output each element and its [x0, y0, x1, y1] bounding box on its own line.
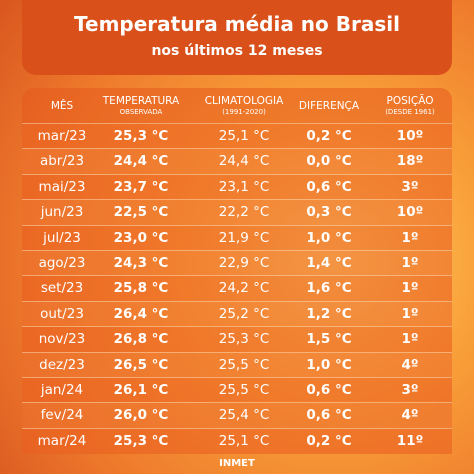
table-cell: set/23 — [40, 280, 84, 297]
table-cell: 1,2 °C — [306, 305, 352, 322]
table-row: set/23 25,8 °C 24,2 °C 1,6 °C 1º — [22, 275, 452, 302]
table-cell: 22,2 °C — [218, 204, 270, 221]
table-cell: mai/23 — [38, 178, 86, 195]
table-row: jul/23 23,0 °C 21,9 °C 1,0 °C 1º — [22, 224, 452, 251]
table-cell: 11º — [396, 432, 424, 449]
table-cell: 3º — [401, 382, 419, 398]
table-cell: 10º — [396, 128, 424, 144]
table-cell: 1,0 °C — [306, 229, 352, 246]
table-cell: 3º — [401, 178, 419, 195]
table-cell: 0,6 °C — [306, 178, 352, 195]
table-cell: 1º — [401, 305, 419, 322]
title-box: Temperatura média no Brasil nos últimos … — [22, 0, 452, 75]
table-cell: 1º — [401, 229, 419, 246]
table-row: fev/24 26,0 °C 25,4 °C 0,6 °C 4º — [22, 402, 452, 429]
table-cell: 24,4 °C — [113, 153, 169, 170]
table-cell: mar/23 — [37, 128, 87, 144]
column-header: CLIMATOLOGIA (1991-2020) — [184, 96, 304, 118]
header-line: POSIÇÃO — [386, 95, 434, 107]
table-cell: 26,8 °C — [113, 331, 169, 348]
table-cell: fev/24 — [40, 407, 84, 424]
table-cell: 24,3 °C — [113, 255, 169, 271]
table-cell: jan/24 — [40, 382, 84, 398]
table-cell: 1,4 °C — [306, 255, 352, 271]
table-cell: 4º — [401, 407, 419, 424]
table-cell: 25,2 °C — [218, 305, 270, 322]
header-line: (DESDE 1961) — [385, 108, 435, 116]
header-line: (1991-2020) — [222, 108, 266, 116]
table-cell: 22,9 °C — [218, 255, 270, 271]
table-cell: nov/23 — [38, 331, 86, 348]
table-cell: out/23 — [40, 305, 84, 322]
table-cell: 1º — [401, 331, 419, 348]
table-cell: 1º — [401, 255, 419, 271]
table-cell: 1,5 °C — [306, 331, 352, 348]
table-cell: 0,3 °C — [306, 204, 352, 221]
table-cell: mar/24 — [37, 432, 87, 449]
table-cell: 0,0 °C — [306, 153, 352, 170]
table-cell: 0,2 °C — [306, 432, 352, 449]
table-cell: 4º — [401, 356, 419, 373]
header-line: DIFERENÇA — [298, 100, 360, 112]
table-cell: 25,5 °C — [218, 356, 270, 373]
table-row: nov/23 26,8 °C 25,3 °C 1,5 °C 1º — [22, 326, 452, 353]
table-cell: 23,1 °C — [218, 178, 270, 195]
table-cell: abr/23 — [39, 153, 85, 170]
header-line: MÊS — [50, 100, 74, 112]
table-row: mar/23 25,3 °C 25,1 °C 0,2 °C 10º — [22, 123, 452, 150]
table-row: jun/23 22,5 °C 22,2 °C 0,3 °C 10º — [22, 199, 452, 226]
table-row: jan/24 26,1 °C 25,5 °C 0,6 °C 3º — [22, 377, 452, 404]
column-header: MÊS — [2, 101, 122, 112]
table-cell: 25,3 °C — [218, 331, 270, 348]
table-row: mar/24 25,3 °C 25,1 °C 0,2 °C 11º — [22, 427, 452, 455]
table-cell: dez/23 — [39, 356, 85, 373]
table-cell: 26,0 °C — [113, 407, 169, 424]
table-cell: 26,4 °C — [113, 305, 169, 322]
table-row: dez/23 26,5 °C 25,5 °C 1,0 °C 4º — [22, 351, 452, 378]
footer: INMET — [219, 458, 255, 469]
table: MÊS TEMPERATURA OBSERVADA CLIMATOLOGIA (1991… — [22, 88, 452, 455]
table-cell: 23,7 °C — [113, 178, 169, 195]
title: Temperatura média no Brasil — [74, 12, 400, 36]
table-cell: 21,9 °C — [218, 229, 270, 246]
table-row: ago/23 24,3 °C 22,9 °C 1,4 °C 1º — [22, 250, 452, 277]
table-cell: ago/23 — [38, 255, 86, 271]
header-line: TEMPERATURA — [102, 95, 180, 107]
table-cell: 1,6 °C — [306, 280, 352, 297]
table-cell: 25,4 °C — [218, 407, 270, 424]
table-cell: 24,2 °C — [218, 280, 270, 297]
table-cell: 18º — [396, 153, 424, 170]
column-header: POSIÇÃO (DESDE 1961) — [350, 96, 470, 118]
table-cell: 1º — [401, 280, 419, 297]
header-line: CLIMATOLOGIA — [204, 95, 284, 107]
table-cell: jun/23 — [40, 204, 84, 221]
table-cell: 25,1 °C — [218, 128, 270, 144]
table-cell: 0,2 °C — [306, 128, 352, 144]
table-cell: 1,0 °C — [306, 356, 352, 373]
header-line: OBSERVADA — [119, 108, 163, 116]
table-cell: 25,1 °C — [218, 432, 270, 449]
table-cell: 25,5 °C — [218, 382, 270, 398]
table-row: mai/23 23,7 °C 23,1 °C 0,6 °C 3º — [22, 173, 452, 201]
table-cell: 26,5 °C — [113, 356, 169, 373]
table-cell: 23,0 °C — [113, 229, 169, 246]
table-cell: jul/23 — [43, 229, 81, 246]
table-cell: 22,5 °C — [113, 204, 169, 221]
table-cell: 10º — [396, 204, 424, 221]
table-cell: 0,6 °C — [306, 382, 352, 398]
table-cell: 24,4 °C — [218, 153, 270, 170]
table-cell: 0,6 °C — [306, 407, 352, 424]
table-row: out/23 26,4 °C 25,2 °C 1,2 °C 1º — [22, 300, 452, 328]
subtitle: nos últimos 12 meses — [151, 43, 323, 59]
table-cell: 26,1 °C — [113, 382, 169, 398]
table-cell: 25,3 °C — [113, 128, 169, 144]
table-cell: 25,3 °C — [113, 432, 169, 449]
table-row: abr/23 24,4 °C 24,4 °C 0,0 °C 18º — [22, 148, 452, 175]
column-header: TEMPERATURA OBSERVADA — [81, 96, 201, 118]
column-header: DIFERENÇA — [269, 101, 389, 112]
table-cell: 25,8 °C — [113, 280, 169, 297]
